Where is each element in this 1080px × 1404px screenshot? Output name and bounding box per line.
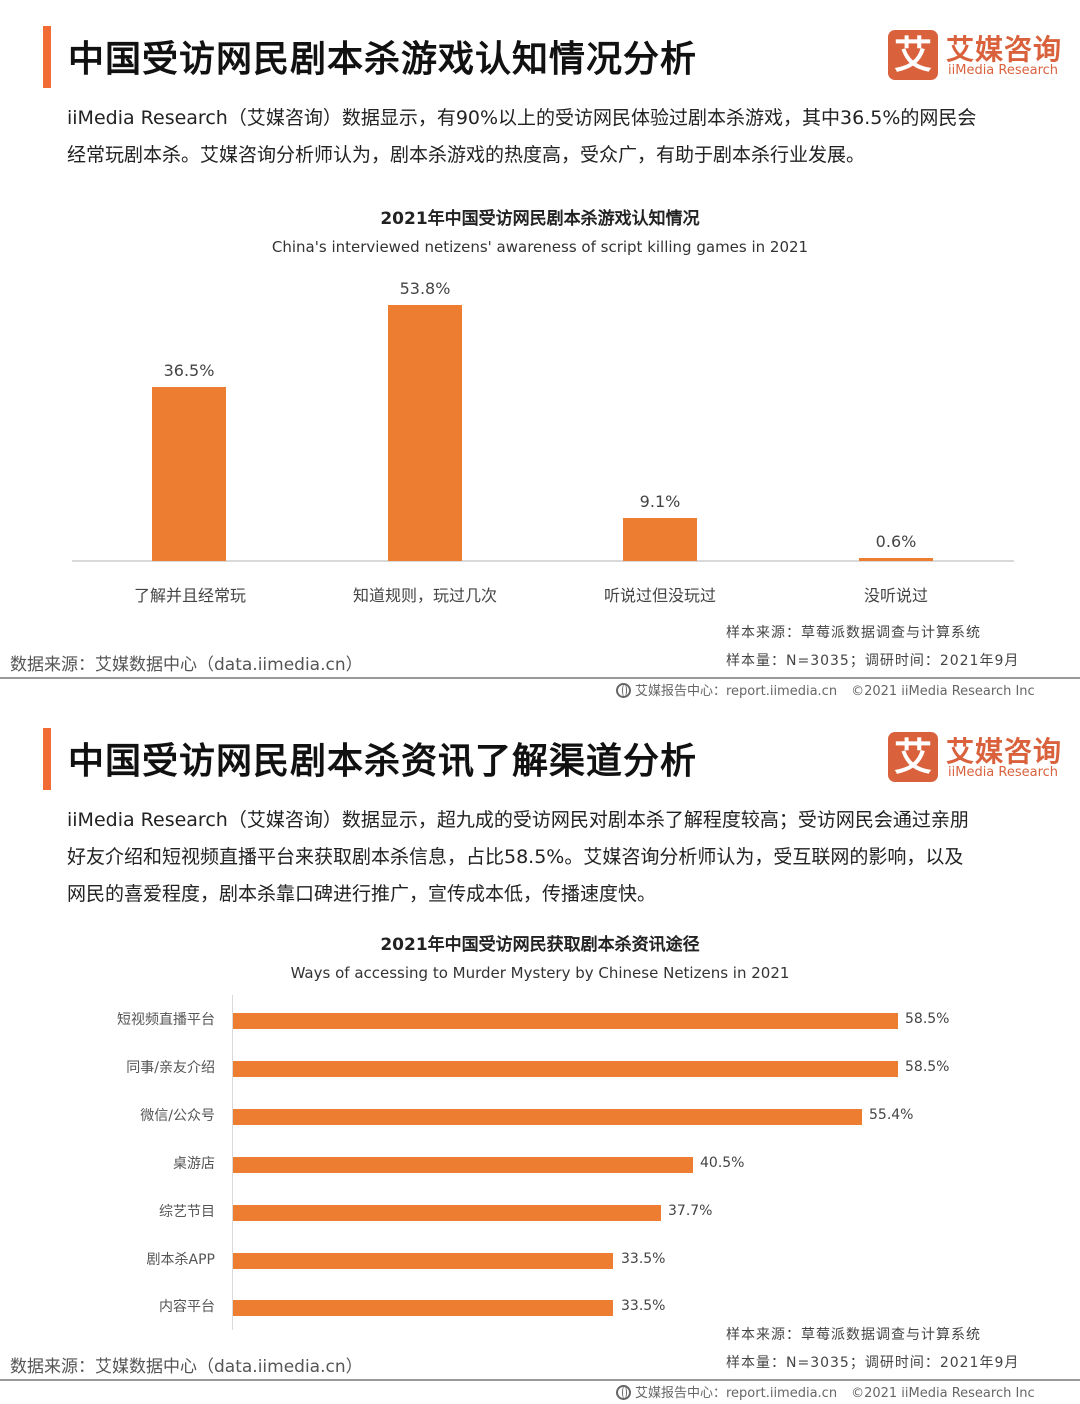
footer-divider xyxy=(0,677,1080,679)
channels-bar-chart: 短视频直播平台 58.5% 同事/亲友介绍 58.5% 微信/公众号 55.4%… xyxy=(0,995,1080,1335)
sample-size: 样本量：N=3035；调研时间：2021年9月 xyxy=(726,1355,1020,1371)
bar-value-label: 58.5% xyxy=(905,1059,950,1075)
logo-cn-text: 艾媒咨询 xyxy=(946,735,1063,768)
section-awareness: 中国受访网民剧本杀游戏认知情况分析 艾 艾媒咨询 iiMedia Researc… xyxy=(0,26,1080,699)
chart-title: 2021年中国受访网民剧本杀游戏认知情况 xyxy=(380,209,700,229)
data-source: 数据来源：艾媒数据中心（data.iimedia.cn） xyxy=(10,655,363,675)
category-label: 了解并且经常玩 xyxy=(133,586,246,605)
intro-line: 网民的喜爱程度，剧本杀靠口碑进行推广，宣传成本低，传播速度快。 xyxy=(67,883,657,905)
bar-value-label: 36.5% xyxy=(163,361,215,380)
category-label: 短视频直播平台 xyxy=(117,1012,215,1028)
logo-en-text: iiMedia Research xyxy=(948,765,1059,780)
bar-value-label: 37.7% xyxy=(668,1203,713,1219)
bar xyxy=(233,1061,898,1077)
bar-value-label: 58.5% xyxy=(905,1011,950,1027)
category-label: 综艺节目 xyxy=(159,1204,215,1220)
bar-row: 综艺节目 37.7% xyxy=(0,1203,1080,1223)
bar-value-label: 9.1% xyxy=(639,492,681,511)
iimedia-logo: 艾 艾媒咨询 iiMedia Research xyxy=(888,30,1068,82)
bar xyxy=(152,387,226,561)
footer-copyright: ©2021 iiMedia Research Inc xyxy=(851,684,1035,699)
bar-group: 9.1% xyxy=(623,271,697,561)
category-label: 内容平台 xyxy=(159,1299,215,1315)
bar-group: 36.5% xyxy=(152,271,226,561)
bar xyxy=(388,305,462,561)
chart-subtitle: Ways of accessing to Murder Mystery by C… xyxy=(290,964,790,982)
section-channels: 中国受访网民剧本杀资讯了解渠道分析 艾 艾媒咨询 iiMedia Researc… xyxy=(0,702,1080,1404)
footer: 艾媒报告中心：report.iimedia.cn ©2021 iiMedia Re… xyxy=(616,680,1035,699)
logo-mark-icon: 艾 xyxy=(888,30,938,80)
y-axis-line xyxy=(232,995,233,1330)
bar-value-label: 33.5% xyxy=(621,1251,666,1267)
sample-size: 样本量：N=3035；调研时间：2021年9月 xyxy=(726,653,1020,669)
bar-row: 微信/公众号 55.4% xyxy=(0,1107,1080,1127)
globe-icon xyxy=(616,1385,631,1400)
title-accent-bar xyxy=(43,728,51,790)
bar xyxy=(623,518,697,561)
bar-value-label: 33.5% xyxy=(621,1298,666,1314)
intro-paragraph: iiMedia Research（艾媒咨询）数据显示，超九成的受访网民对剧本杀了… xyxy=(67,802,1027,913)
category-label: 知道规则，玩过几次 xyxy=(352,586,497,605)
bar xyxy=(859,558,933,561)
footer-report-link[interactable]: 艾媒报告中心：report.iimedia.cn xyxy=(635,1386,838,1401)
bar xyxy=(233,1157,693,1173)
category-label: 桌游店 xyxy=(173,1156,215,1172)
bar-row: 内容平台 33.5% xyxy=(0,1298,1080,1318)
category-label: 同事/亲友介绍 xyxy=(126,1060,215,1076)
page-title: 中国受访网民剧本杀资讯了解渠道分析 xyxy=(68,741,698,782)
title-accent-bar xyxy=(43,26,51,88)
category-label: 微信/公众号 xyxy=(140,1108,215,1124)
bar xyxy=(233,1109,862,1125)
bar-value-label: 0.6% xyxy=(875,532,917,551)
intro-line: 经常玩剧本杀。艾媒咨询分析师认为，剧本杀游戏的热度高，受众广，有助于剧本杀行业发… xyxy=(67,144,866,166)
sample-source: 样本来源：草莓派数据调查与计算系统 xyxy=(726,1327,981,1343)
bar-row: 剧本杀APP 33.5% xyxy=(0,1251,1080,1271)
x-axis-line xyxy=(72,560,1014,562)
footer: 艾媒报告中心：report.iimedia.cn ©2021 iiMedia Re… xyxy=(616,1382,1035,1401)
chart-subtitle: China's interviewed netizens' awareness … xyxy=(271,238,809,256)
data-source: 数据来源：艾媒数据中心（data.iimedia.cn） xyxy=(10,1357,363,1377)
logo-cn-text: 艾媒咨询 xyxy=(946,33,1063,66)
bar xyxy=(233,1013,898,1029)
bar-group: 53.8% xyxy=(388,271,462,561)
bar-row: 桌游店 40.5% xyxy=(0,1155,1080,1175)
category-label: 听说过但没玩过 xyxy=(603,586,716,605)
bar-value-label: 55.4% xyxy=(869,1107,914,1123)
globe-icon xyxy=(616,683,631,698)
bar xyxy=(233,1300,613,1316)
chart-title: 2021年中国受访网民获取剧本杀资讯途径 xyxy=(380,935,700,955)
page-title: 中国受访网民剧本杀游戏认知情况分析 xyxy=(68,39,698,80)
iimedia-logo: 艾 艾媒咨询 iiMedia Research xyxy=(888,732,1068,784)
intro-line: iiMedia Research（艾媒咨询）数据显示，有90%以上的受访网民体验… xyxy=(67,107,977,129)
sample-source: 样本来源：草莓派数据调查与计算系统 xyxy=(726,625,981,641)
logo-en-text: iiMedia Research xyxy=(948,63,1059,78)
intro-line: iiMedia Research（艾媒咨询）数据显示，超九成的受访网民对剧本杀了… xyxy=(67,809,969,831)
bar xyxy=(233,1205,661,1221)
category-label: 没听说过 xyxy=(863,586,928,605)
category-label: 剧本杀APP xyxy=(146,1252,215,1268)
bar-value-label: 53.8% xyxy=(399,279,451,298)
bar-row: 同事/亲友介绍 58.5% xyxy=(0,1059,1080,1079)
awareness-bar-chart: 36.5% 53.8% 9.1% 0.6% xyxy=(72,270,1014,562)
intro-paragraph: iiMedia Research（艾媒咨询）数据显示，有90%以上的受访网民体验… xyxy=(67,100,1027,174)
footer-copyright: ©2021 iiMedia Research Inc xyxy=(851,1386,1035,1401)
bar xyxy=(233,1253,613,1269)
footer-report-link[interactable]: 艾媒报告中心：report.iimedia.cn xyxy=(635,684,838,699)
footer-divider xyxy=(0,1379,1080,1381)
bar-group: 0.6% xyxy=(859,271,933,561)
bar-row: 短视频直播平台 58.5% xyxy=(0,1011,1080,1031)
logo-mark-icon: 艾 xyxy=(888,732,938,782)
bar-value-label: 40.5% xyxy=(700,1155,745,1171)
intro-line: 好友介绍和短视频直播平台来获取剧本杀信息，占比58.5%。艾媒咨询分析师认为，受… xyxy=(67,846,964,868)
